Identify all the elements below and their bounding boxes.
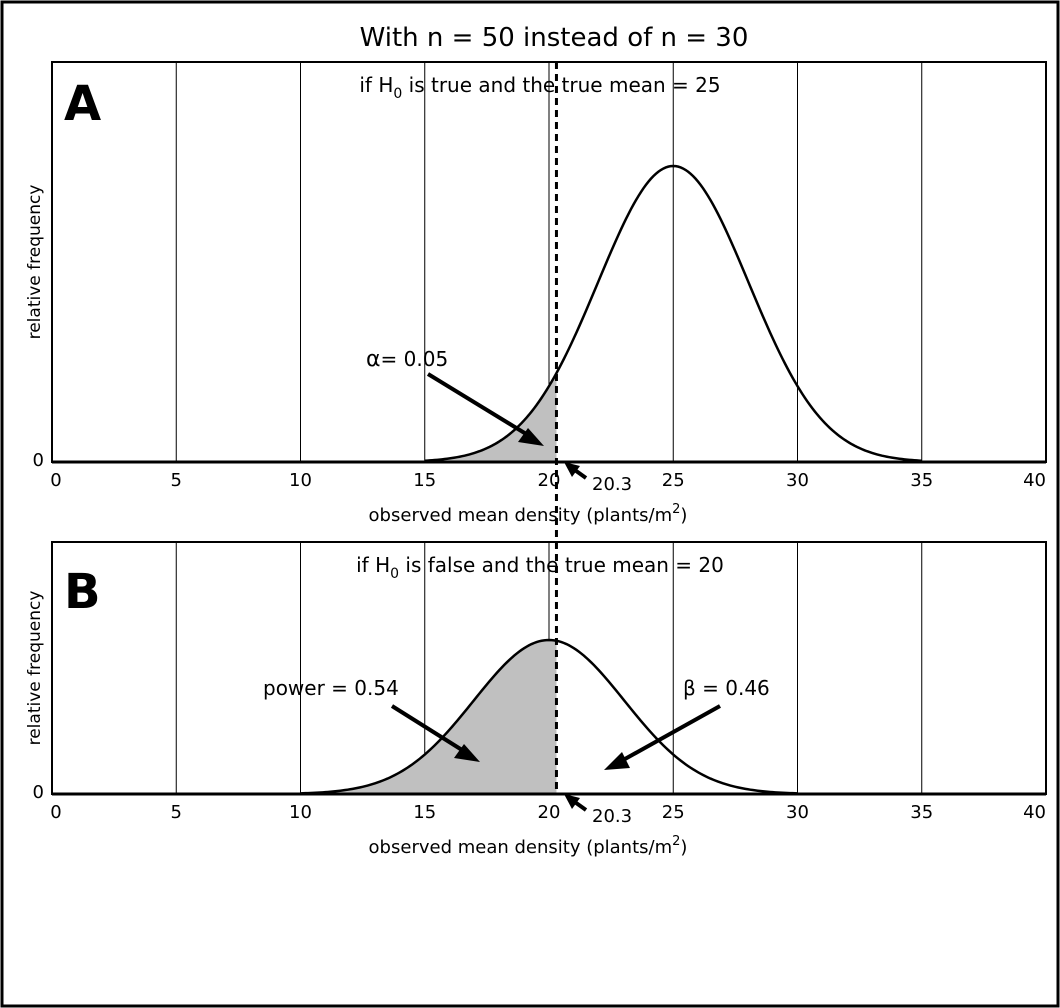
power-arrowhead — [454, 744, 480, 762]
panel-b-x-axis-label: observed mean density (plants/m2) — [369, 834, 688, 858]
panel-a-x-tick-label: 30 — [786, 470, 809, 491]
power-annotation: power = 0.54 — [263, 676, 399, 700]
alpha-arrowhead — [518, 428, 544, 446]
panel-a-x-tick-label: 25 — [662, 470, 685, 491]
figure-title: With n = 50 instead of n = 30 — [360, 23, 749, 53]
alpha-annotation: α= 0.05 — [366, 347, 448, 372]
panel-a-x-tick-label: 20 — [538, 470, 561, 491]
panel-a-distribution-curve — [424, 164, 922, 462]
panel-b-x-tick-label: 40 — [1023, 802, 1046, 823]
panel-b-x-tick-label: 10 — [289, 802, 312, 823]
panel-a-subtitle: if H0 is true and the true mean = 25 — [359, 73, 720, 102]
panel-a-x-tick-label: 5 — [171, 470, 182, 491]
panel-b-x-tick-label: 20 — [538, 802, 561, 823]
panel-b-x-tick-label: 0 — [50, 802, 61, 823]
panel-a-y-zero-label: 0 — [33, 450, 44, 471]
panel-b-gridlines — [175, 542, 923, 794]
panel-b-x-tick-label: 35 — [910, 802, 933, 823]
panel-a-x-tick-labels: 0 5 10 15 20 25 30 35 40 — [50, 470, 1046, 491]
panel-a-x-axis-label: observed mean density (plants/m2) — [369, 502, 688, 526]
panel-a-x-tick-label: 15 — [413, 470, 436, 491]
panel-a-y-axis-label: relative frequency — [25, 185, 45, 340]
panel-b-letter: B — [64, 564, 101, 620]
panel-b-x-tick-label: 5 — [171, 802, 182, 823]
panel-a-x-tick-label: 40 — [1023, 470, 1046, 491]
panel-a-critical-value-label: 20.3 — [592, 474, 632, 495]
panel-b: B if H0 is false and the true mean = 20 … — [25, 541, 1047, 858]
panel-b-critical-arrowhead — [564, 794, 580, 809]
panel-b-x-tick-label: 15 — [413, 802, 436, 823]
panel-b-subtitle: if H0 is false and the true mean = 20 — [356, 553, 724, 582]
beta-arrowhead — [604, 752, 630, 770]
panel-a-critical-arrowhead — [564, 462, 580, 477]
beta-arrow — [615, 704, 721, 766]
panel-b-y-zero-label: 0 — [33, 782, 44, 803]
panel-b-critical-value-label: 20.3 — [592, 806, 632, 827]
panel-b-distribution-curve — [300, 638, 798, 795]
beta-annotation: β = 0.46 — [683, 676, 770, 700]
panel-b-y-axis-label: relative frequency — [25, 591, 45, 746]
power-arrow — [390, 704, 472, 757]
panel-b-x-tick-labels: 0 5 10 15 20 25 30 35 40 — [50, 802, 1046, 823]
panel-a: A if H0 is true and the true mean = 25 r… — [25, 61, 1047, 526]
panel-a-x-tick-label: 10 — [289, 470, 312, 491]
alpha-arrow — [426, 372, 538, 442]
panel-b-x-tick-label: 30 — [786, 802, 809, 823]
panel-b-x-tick-label: 25 — [662, 802, 685, 823]
panel-a-x-tick-label: 35 — [910, 470, 933, 491]
panel-a-x-tick-label: 0 — [50, 470, 61, 491]
panel-a-letter: A — [64, 76, 101, 132]
